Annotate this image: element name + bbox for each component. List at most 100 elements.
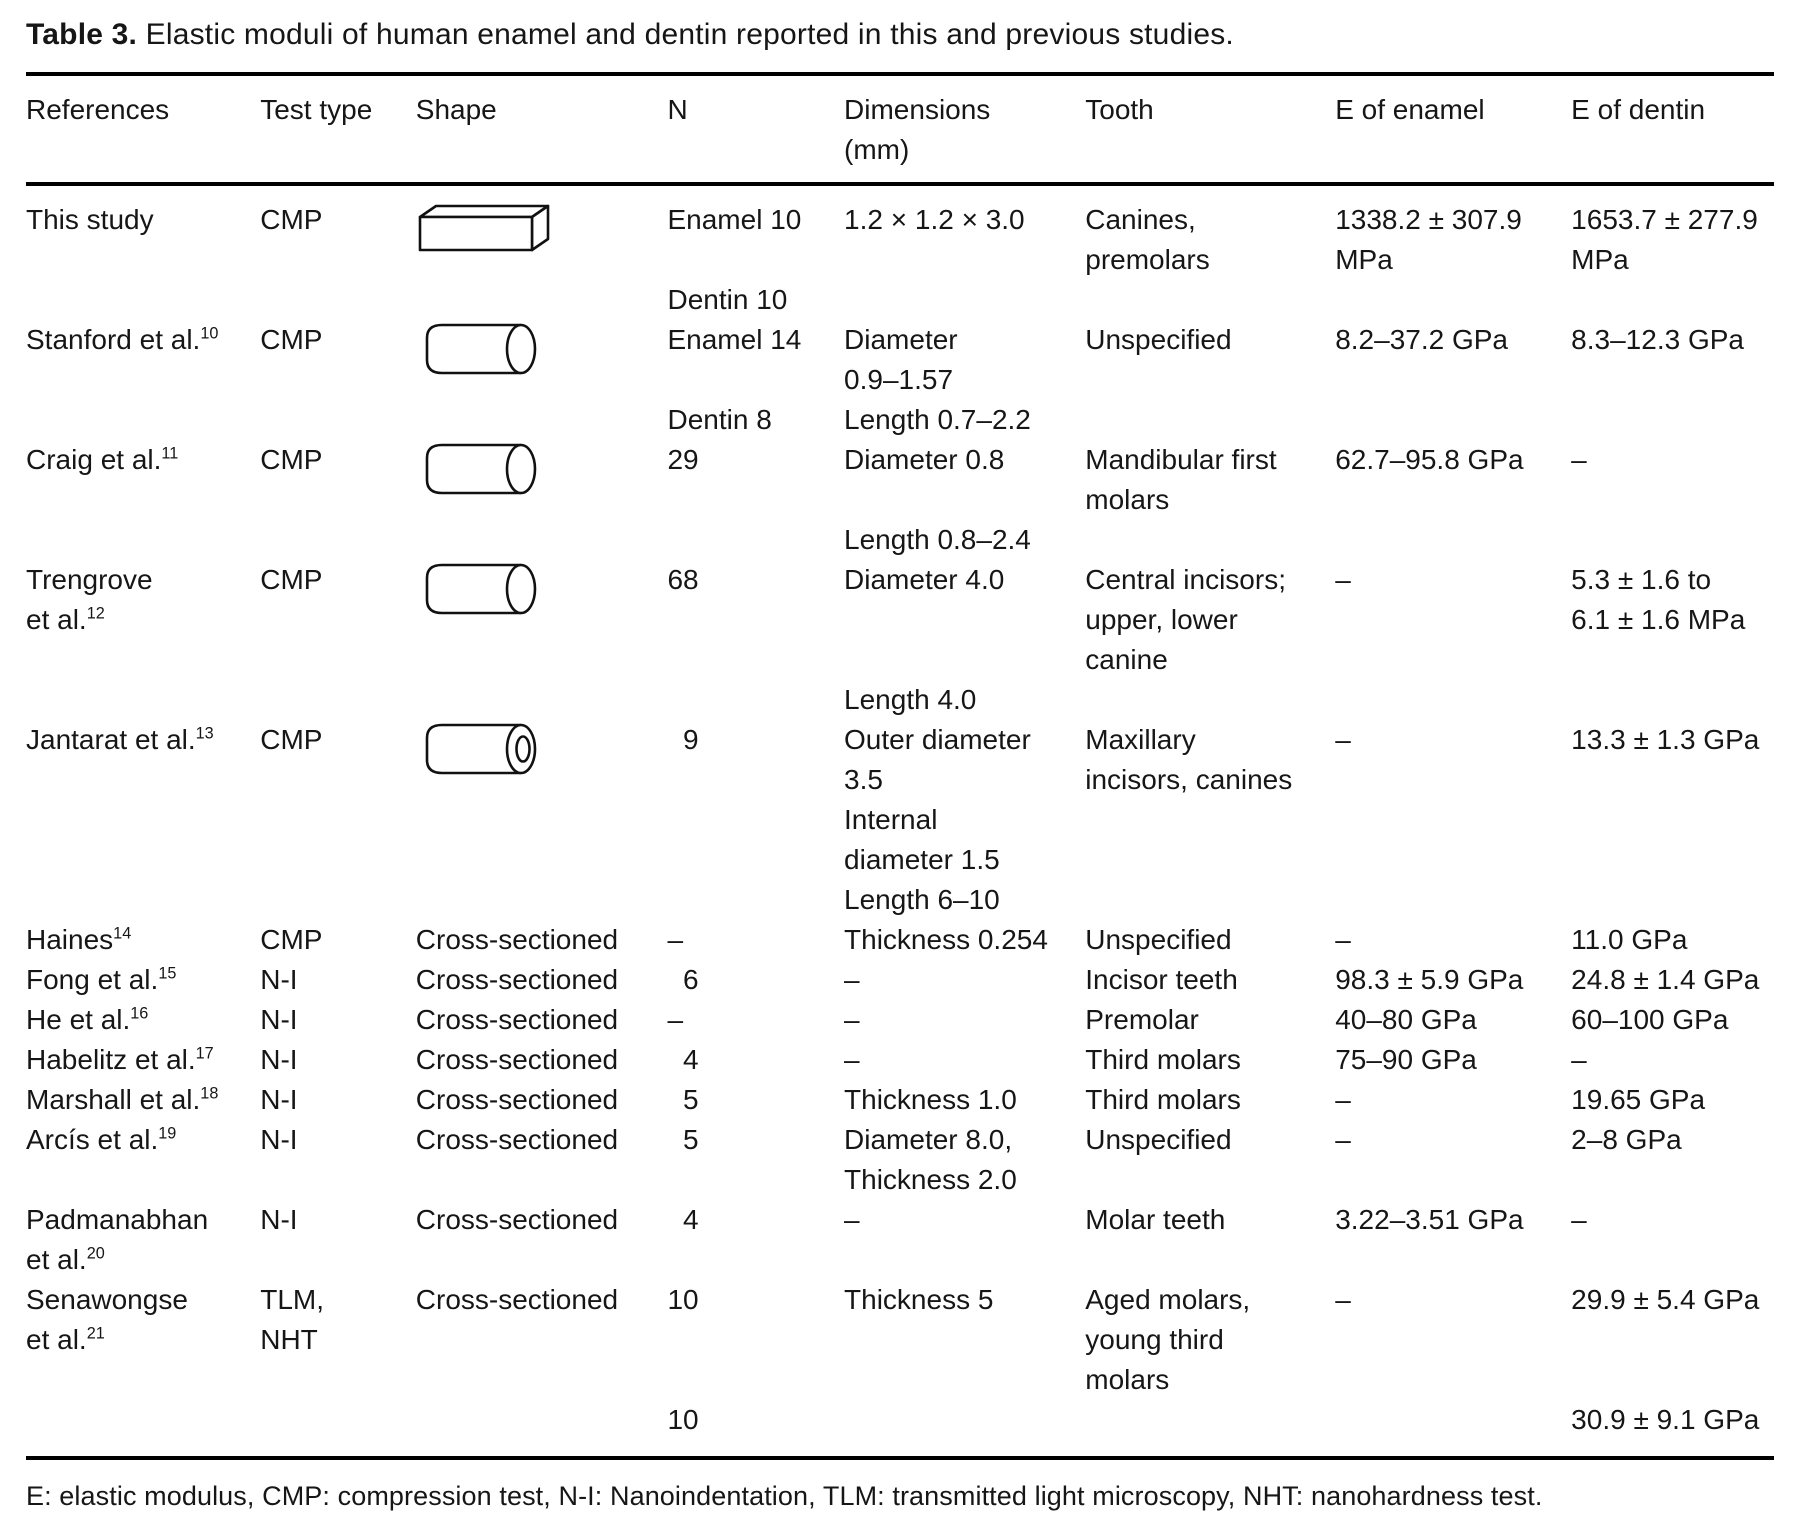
reference-line: Arcís et al.19 [26,1120,252,1160]
text-line: 1.2 × 1.2 × 3.0 [844,204,1025,235]
text-line: Diameter 0.8 [844,444,1005,475]
cell-shape: Cross-sectioned [416,960,668,1000]
cell-e-of-dentin: 19.65 GPa [1571,1080,1774,1120]
text-line: CMP [260,564,323,595]
text-line: 10 [667,1284,699,1315]
text-line: Dentin 8 [667,404,772,435]
text-line: – [844,1204,860,1235]
text-line: Premolar [1085,1004,1199,1035]
text-line: Incisor teeth [1085,964,1238,995]
text-line: Cross-sectioned [415,1124,619,1155]
text-line: Unspecified [1085,324,1232,355]
reference-text: Stanford et al. [26,324,201,355]
text-line: – [844,964,860,995]
cell-test-type: TLM, NHT [260,1280,416,1458]
citation-superscript: 10 [200,324,219,343]
citation-superscript: 19 [158,1124,177,1143]
cell-references: Trengrove et al.12 [26,560,260,720]
cell-e-of-dentin: 60–100 GPa [1571,1000,1774,1040]
citation-superscript: 14 [113,924,132,943]
cell-e-of-dentin: 11.0 GPa [1571,920,1774,960]
text-line: 5.3 ± 1.6 to [1571,564,1712,595]
table-row: Padmanabhan et al.20 N-I Cross-sectioned 4 –… [26,1200,1774,1280]
cell-shape: Cross-sectioned [416,1040,668,1080]
reference-text: Haines [26,924,114,955]
cell-n: Enamel 10 Dentin 10 [667,184,844,320]
text-line: 5 [667,1124,699,1155]
cell-e-of-dentin: – [1571,1040,1774,1080]
text-line: CMP [260,924,323,955]
cell-tooth: Central incisors; upper, lower canine [1085,560,1335,720]
table-title-text: Elastic moduli of human enamel and denti… [145,18,1234,51]
cell-references: Senawongse et al.21 [26,1280,260,1458]
cell-e-of-dentin: 5.3 ± 1.6 to 6.1 ± 1.6 MPa [1571,560,1774,720]
text-line: – [1571,444,1587,475]
text-line [844,480,1077,520]
cell-e-of-enamel: 40–80 GPa [1335,1000,1571,1040]
cell-tooth: Unspecified [1085,920,1335,960]
cell-references: Arcís et al.19 [26,1120,260,1200]
cell-test-type: N-I [260,1000,416,1040]
cell-test-type: CMP [260,440,416,560]
text-line: Enamel 14 [667,324,802,355]
column-header-dentin: E of dentin [1571,74,1774,186]
citation-superscript: 12 [86,604,105,623]
cell-dimensions: – [844,960,1085,1000]
text-line: Outer diameter [844,724,1031,755]
cell-shape: Cross-sectioned [416,1120,668,1200]
cell-test-type: N-I [260,1040,416,1080]
table-row: Habelitz et al.17 N-I Cross-sectioned 4 – Th… [26,1040,1774,1080]
cell-tooth: Premolar [1085,1000,1335,1040]
cell-references: This study [26,184,260,320]
text-line: 29.9 ± 5.4 GPa [1571,1284,1760,1315]
text-line: young third [1085,1324,1224,1355]
text-line: – [1335,924,1351,955]
cell-references: Habelitz et al.17 [26,1040,260,1080]
text-line: Length 6–10 [844,884,1000,915]
cell-dimensions: Diameter 8.0, Thickness 2.0 [844,1120,1085,1200]
reference-line: Fong et al.15 [26,960,252,1000]
reference-line: Haines14 [26,920,252,960]
cylinder-icon [416,322,660,376]
cell-n: 10 10 [667,1280,844,1458]
text-line: 40–80 GPa [1335,1004,1477,1035]
cell-e-of-dentin: 29.9 ± 5.4 GPa 30.9 ± 9.1 GPa [1571,1280,1774,1458]
cell-e-of-dentin: 24.8 ± 1.4 GPa [1571,960,1774,1000]
text-line: 29 [667,444,699,475]
cell-tooth: Mandibular first molars [1085,440,1335,560]
cell-e-of-enamel: – [1335,1280,1571,1458]
text-line: Aged molars, [1085,1284,1251,1315]
text-line: MPa [1335,244,1393,275]
reference-text: Marshall et al. [26,1084,201,1115]
text-line: 9 [667,724,699,755]
cell-tooth: Molar teeth [1085,1200,1335,1280]
text-line [844,640,1077,680]
column-header-n: N [667,74,845,186]
cell-dimensions: Thickness 1.0 [844,1080,1085,1120]
cell-n: 4 [667,1200,844,1280]
text-line: N-I [260,964,298,995]
text-line: canine [1085,644,1168,675]
reference-line: Craig et al.11 [26,440,252,480]
column-header-ref: References [26,74,261,186]
cell-tooth: Incisor teeth [1085,960,1335,1000]
cell-n: 6 [667,960,844,1000]
reference-line: et al.21 [26,1320,252,1360]
cell-shape [416,560,668,720]
reference-text: Fong et al. [26,964,159,995]
text-line: 24.8 ± 1.4 GPa [1571,964,1760,995]
text-line [667,360,836,400]
cell-test-type: N-I [260,1200,416,1280]
table-row: Trengrove et al.12 CMP 68 Diameter 4.0 Lengt… [26,560,1774,720]
text-line: – [667,924,684,955]
text-line: Trengrove [26,564,153,595]
text-line [667,1320,836,1360]
column-header-enamel: E of enamel [1335,74,1572,186]
cell-tooth: Unspecified [1085,320,1335,440]
cell-n: 9 [667,720,844,920]
text-line: N [667,94,688,125]
text-line: 8.3–12.3 GPa [1571,324,1744,355]
table-body: This study CMP Enamel 10 Dentin 10 1.2 × 1.… [26,184,1774,1458]
text-line: Cross-sectioned [415,1044,619,1075]
cell-n: 29 [667,440,844,560]
